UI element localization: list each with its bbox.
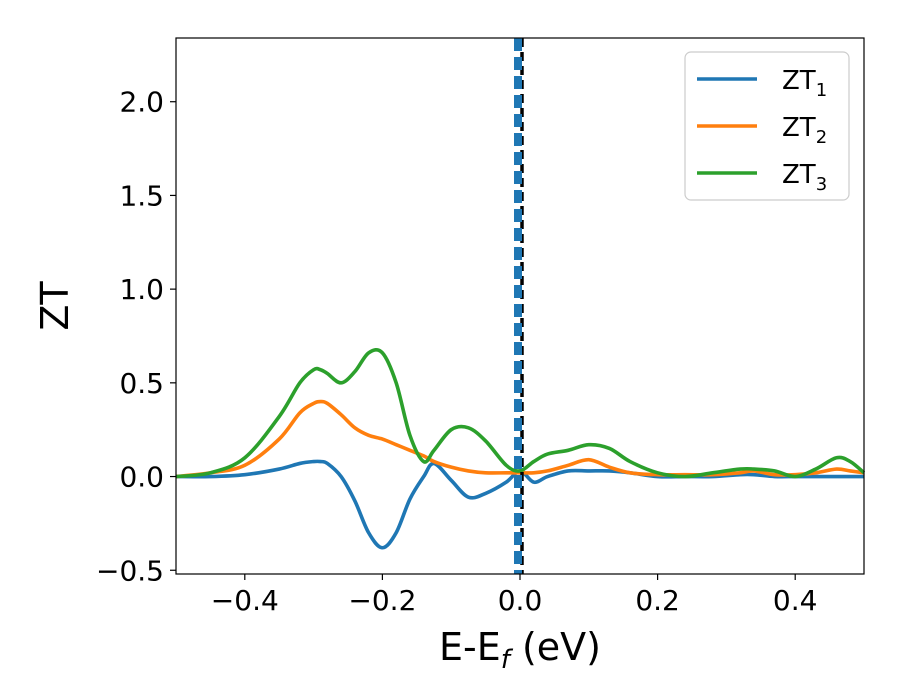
y-axis-label: ZT [33,281,77,331]
legend-label-main: ZT [782,66,816,96]
series-lines [175,348,866,550]
legend-label-sub: 1 [816,80,827,101]
x-axis-label-unit: (eV) [510,625,601,669]
plot-frame [175,37,865,575]
y-tick-label: 1.5 [119,179,164,212]
series-line-2 [175,399,865,479]
x-tick-label: −0.4 [211,584,279,617]
legend-label-2: ZT2 [782,113,827,148]
x-tick-label: 0.2 [635,584,680,617]
x-tick-label: −0.2 [348,584,416,617]
x-axis-label-main: E-E [439,625,501,669]
legend-label-main: ZT [782,113,816,143]
y-tick-label: 1.0 [119,273,164,306]
axis-ticks: −0.4 −0.2 0.0 0.2 0.4 −0.5 0.0 0.5 1.0 1.5 2.0 [96,86,817,617]
series-line-3 [175,348,866,479]
legend-label-3: ZT3 [782,160,827,195]
y-tick-label: 0.0 [119,461,164,494]
x-tick-label: 0.4 [773,584,818,617]
legend-label-sub: 3 [816,174,827,195]
y-tick-label: 0.5 [119,367,164,400]
legend-label-1: ZT1 [782,66,827,101]
x-tick-label: 0.0 [498,584,543,617]
legend-label-main: ZT [782,160,816,190]
legend-label-sub: 2 [816,127,827,148]
y-tick-label: −0.5 [96,554,164,587]
series-line-1 [175,459,864,550]
legend-box [684,51,850,201]
x-axis-label: E-Ef (eV) [439,625,601,675]
fermi-level-line [514,38,524,574]
y-tick-label: 2.0 [119,86,164,119]
